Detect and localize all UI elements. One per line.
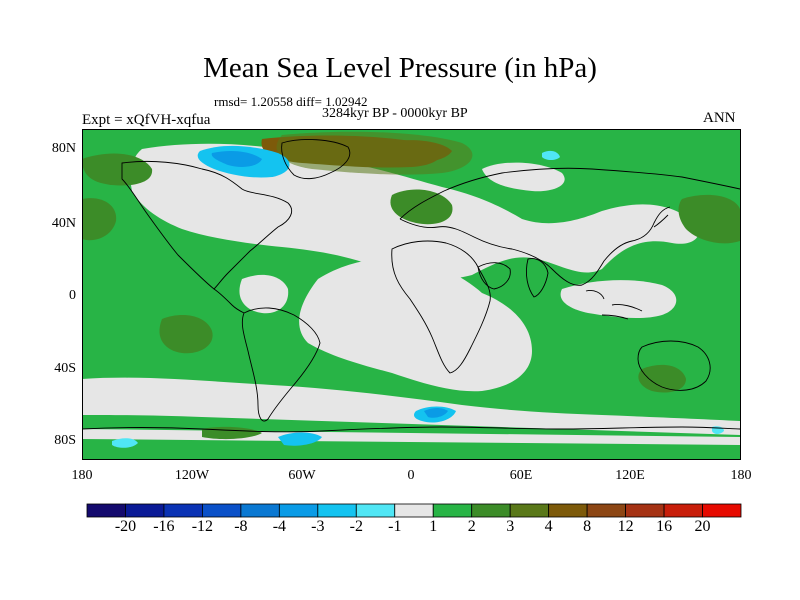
legend-color-box [355,503,396,518]
legend-label: -20 [114,518,137,535]
x-tick-label: 60E [509,468,533,483]
legend-label: -8 [234,518,248,535]
legend-label: 4 [544,518,553,535]
y-tick-label: 80S [54,433,76,448]
legend-label: 2 [467,518,476,535]
legend-label: 1 [429,518,438,535]
legend-label: 12 [617,518,634,535]
legend-color-box [702,503,742,518]
legend-color-box [125,503,165,518]
x-tick-label: 0 [407,468,415,483]
legend-boxes [86,503,742,518]
legend-color-box [471,503,511,518]
experiment-label: Expt = xQfVH-xqfua [82,112,211,128]
legend-label: -3 [311,518,325,535]
y-tick-label: 80N [51,141,76,156]
legend-color-box [317,503,357,518]
x-tick-label: 180 [730,468,752,483]
x-tick-label: 180 [71,468,93,483]
legend-color-box [240,503,280,518]
legend-color-box [394,503,434,518]
x-tick-label: 60W [288,468,316,483]
legend-color-box [625,503,665,518]
legend-label: -12 [191,518,214,535]
legend-label: 20 [694,518,711,535]
time-period: 3284kyr BP - 0000kyr BP [322,106,468,121]
legend-label: -4 [272,518,287,535]
legend-label: -1 [388,518,402,535]
map-title: Mean Sea Level Pressure (in hPa) [203,52,597,84]
legend-color-box [548,503,588,518]
legend-color-box [278,503,319,518]
season-label: ANN [703,110,736,126]
legend-color-box [663,503,703,518]
rmsd-diff-stats: rmsd= 1.20558 diff= 1.02942 [214,94,368,109]
legend-label: -16 [153,518,175,535]
legend-color-box [509,503,550,518]
legend-label: 3 [506,518,515,535]
legend-color-box [586,503,626,518]
legend-color-box [86,503,126,518]
legend-color-box [163,503,203,518]
positive-3-4-regions [276,131,473,175]
y-tick-label: 40N [51,216,76,231]
coastlines [82,139,741,433]
legend-color-box [202,503,242,518]
legend-label: 16 [656,518,673,535]
legend-color-box [432,503,473,518]
x-tick-label: 120W [174,468,210,483]
positive-2-3-regions [82,153,740,440]
pressure-difference-map [82,129,741,460]
legend-label: 8 [583,518,592,535]
color-legend [86,503,742,518]
legend-label: -2 [349,518,363,535]
x-tick-label: 120E [615,468,645,483]
y-tick-label: 40S [54,361,76,376]
y-tick-label: 0 [69,288,76,303]
map-frame [82,129,741,460]
